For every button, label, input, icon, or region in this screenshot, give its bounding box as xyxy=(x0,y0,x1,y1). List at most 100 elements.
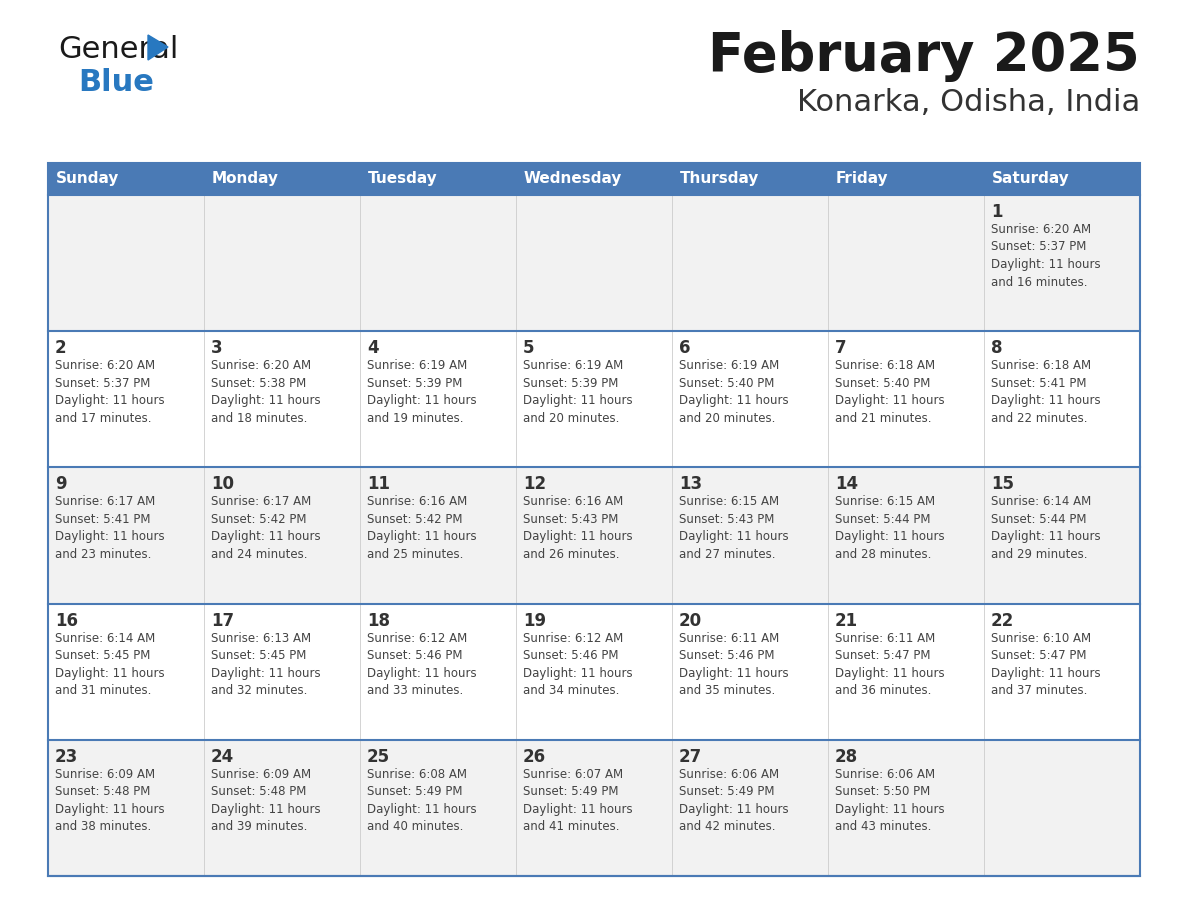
Bar xyxy=(828,163,984,195)
Bar xyxy=(828,467,984,604)
Text: Sunset: 5:49 PM: Sunset: 5:49 PM xyxy=(367,785,462,799)
Text: Sunset: 5:37 PM: Sunset: 5:37 PM xyxy=(991,241,1086,253)
Bar xyxy=(672,467,828,604)
Text: Sunrise: 6:12 AM: Sunrise: 6:12 AM xyxy=(523,632,624,644)
Text: Daylight: 11 hours: Daylight: 11 hours xyxy=(523,394,633,408)
Text: 15: 15 xyxy=(991,476,1015,493)
Text: Daylight: 11 hours: Daylight: 11 hours xyxy=(211,531,321,543)
Text: 11: 11 xyxy=(367,476,390,493)
Text: Monday: Monday xyxy=(211,171,279,186)
Bar xyxy=(828,740,984,876)
Text: and 34 minutes.: and 34 minutes. xyxy=(523,684,619,697)
Text: Blue: Blue xyxy=(78,68,154,97)
Text: Sunset: 5:37 PM: Sunset: 5:37 PM xyxy=(55,376,151,390)
Text: Sunrise: 6:17 AM: Sunrise: 6:17 AM xyxy=(55,496,156,509)
Text: Sunset: 5:47 PM: Sunset: 5:47 PM xyxy=(835,649,930,662)
Bar xyxy=(516,740,672,876)
Text: Sunset: 5:44 PM: Sunset: 5:44 PM xyxy=(991,513,1087,526)
Text: 12: 12 xyxy=(523,476,546,493)
Text: 13: 13 xyxy=(680,476,702,493)
Text: Konarka, Odisha, India: Konarka, Odisha, India xyxy=(797,88,1140,117)
Text: Sunrise: 6:18 AM: Sunrise: 6:18 AM xyxy=(835,359,935,372)
Text: and 41 minutes.: and 41 minutes. xyxy=(523,821,619,834)
Text: Daylight: 11 hours: Daylight: 11 hours xyxy=(680,394,789,408)
Bar xyxy=(672,740,828,876)
Text: Sunset: 5:44 PM: Sunset: 5:44 PM xyxy=(835,513,930,526)
Text: and 42 minutes.: and 42 minutes. xyxy=(680,821,776,834)
Text: 17: 17 xyxy=(211,611,234,630)
Bar xyxy=(204,331,360,467)
Text: Sunrise: 6:17 AM: Sunrise: 6:17 AM xyxy=(211,496,311,509)
Text: Sunrise: 6:15 AM: Sunrise: 6:15 AM xyxy=(835,496,935,509)
Text: 3: 3 xyxy=(211,339,222,357)
Bar xyxy=(672,331,828,467)
Text: Daylight: 11 hours: Daylight: 11 hours xyxy=(991,258,1100,271)
Text: 28: 28 xyxy=(835,748,858,766)
Text: and 21 minutes.: and 21 minutes. xyxy=(835,411,931,425)
Text: 5: 5 xyxy=(523,339,535,357)
Text: Sunrise: 6:12 AM: Sunrise: 6:12 AM xyxy=(367,632,467,644)
Text: Sunset: 5:45 PM: Sunset: 5:45 PM xyxy=(55,649,151,662)
Text: Sunrise: 6:13 AM: Sunrise: 6:13 AM xyxy=(211,632,311,644)
Bar xyxy=(360,195,516,331)
Bar xyxy=(48,195,204,331)
Bar xyxy=(204,740,360,876)
Text: Daylight: 11 hours: Daylight: 11 hours xyxy=(55,803,165,816)
Text: Daylight: 11 hours: Daylight: 11 hours xyxy=(367,531,476,543)
Bar xyxy=(48,467,204,604)
Text: Sunset: 5:39 PM: Sunset: 5:39 PM xyxy=(367,376,462,390)
Text: Sunset: 5:41 PM: Sunset: 5:41 PM xyxy=(55,513,151,526)
Text: Daylight: 11 hours: Daylight: 11 hours xyxy=(211,803,321,816)
Text: Sunday: Sunday xyxy=(56,171,119,186)
Text: and 19 minutes.: and 19 minutes. xyxy=(367,411,463,425)
Text: 2: 2 xyxy=(55,339,67,357)
Bar xyxy=(360,467,516,604)
Text: 23: 23 xyxy=(55,748,78,766)
Text: and 31 minutes.: and 31 minutes. xyxy=(55,684,151,697)
Text: and 22 minutes.: and 22 minutes. xyxy=(991,411,1087,425)
Text: 1: 1 xyxy=(991,203,1003,221)
Text: Sunset: 5:42 PM: Sunset: 5:42 PM xyxy=(367,513,462,526)
Text: Sunrise: 6:19 AM: Sunrise: 6:19 AM xyxy=(680,359,779,372)
Text: Daylight: 11 hours: Daylight: 11 hours xyxy=(211,394,321,408)
Text: and 43 minutes.: and 43 minutes. xyxy=(835,821,931,834)
Text: Daylight: 11 hours: Daylight: 11 hours xyxy=(991,394,1100,408)
Text: February 2025: February 2025 xyxy=(708,30,1140,82)
Text: Sunrise: 6:06 AM: Sunrise: 6:06 AM xyxy=(835,767,935,781)
Text: 19: 19 xyxy=(523,611,546,630)
Text: 8: 8 xyxy=(991,339,1003,357)
Text: Sunset: 5:49 PM: Sunset: 5:49 PM xyxy=(523,785,619,799)
Text: 21: 21 xyxy=(835,611,858,630)
Bar xyxy=(984,331,1140,467)
Text: and 23 minutes.: and 23 minutes. xyxy=(55,548,151,561)
Bar xyxy=(984,740,1140,876)
Bar xyxy=(516,467,672,604)
Text: 10: 10 xyxy=(211,476,234,493)
Text: Daylight: 11 hours: Daylight: 11 hours xyxy=(835,666,944,679)
Text: Sunrise: 6:09 AM: Sunrise: 6:09 AM xyxy=(211,767,311,781)
Bar xyxy=(204,163,360,195)
Text: Daylight: 11 hours: Daylight: 11 hours xyxy=(367,666,476,679)
Text: 22: 22 xyxy=(991,611,1015,630)
Text: 20: 20 xyxy=(680,611,702,630)
Text: Daylight: 11 hours: Daylight: 11 hours xyxy=(835,531,944,543)
Text: and 37 minutes.: and 37 minutes. xyxy=(991,684,1087,697)
Bar xyxy=(360,163,516,195)
Bar xyxy=(828,195,984,331)
Text: and 16 minutes.: and 16 minutes. xyxy=(991,275,1087,288)
Bar xyxy=(984,467,1140,604)
Text: Daylight: 11 hours: Daylight: 11 hours xyxy=(55,531,165,543)
Text: Daylight: 11 hours: Daylight: 11 hours xyxy=(680,803,789,816)
Text: Sunrise: 6:18 AM: Sunrise: 6:18 AM xyxy=(991,359,1091,372)
Text: Sunrise: 6:07 AM: Sunrise: 6:07 AM xyxy=(523,767,624,781)
Text: Sunrise: 6:15 AM: Sunrise: 6:15 AM xyxy=(680,496,779,509)
Text: and 29 minutes.: and 29 minutes. xyxy=(991,548,1087,561)
Polygon shape xyxy=(148,35,168,60)
Text: Daylight: 11 hours: Daylight: 11 hours xyxy=(367,394,476,408)
Text: Sunrise: 6:10 AM: Sunrise: 6:10 AM xyxy=(991,632,1091,644)
Text: and 40 minutes.: and 40 minutes. xyxy=(367,821,463,834)
Text: and 36 minutes.: and 36 minutes. xyxy=(835,684,931,697)
Bar xyxy=(984,604,1140,740)
Text: 24: 24 xyxy=(211,748,234,766)
Bar xyxy=(516,604,672,740)
